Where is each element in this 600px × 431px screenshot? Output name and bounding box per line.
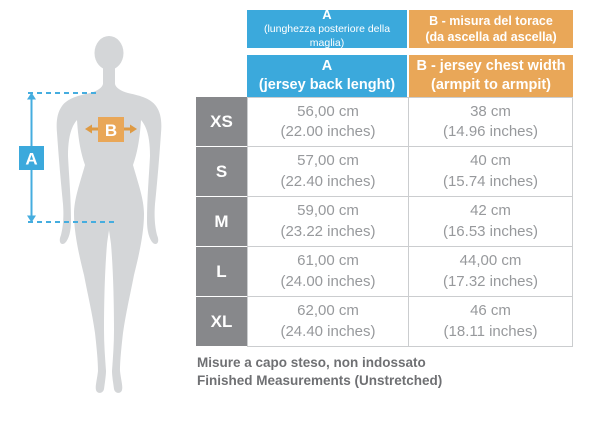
- a-value-xs-in: (22.00 inches): [280, 123, 376, 140]
- footer-note-italian: Misure a capo steso, non indossato: [197, 355, 426, 370]
- b-value-xl-in: (18.11 inches): [443, 322, 538, 340]
- b-value-m-cm: 42 cm: [470, 202, 511, 220]
- a-value-l-cm: 61,00 cm: [297, 252, 359, 270]
- header-b-english-title: B - jersey chest width: [416, 58, 566, 75]
- b-value-l: 44,00 cm (17.32 inches): [409, 247, 573, 297]
- header-b-english-desc: (armpit to armpit): [430, 77, 552, 93]
- footer-note: Misure a capo steso, non indossato Finis…: [197, 354, 442, 390]
- b-value-xs-cm: 38 cm: [470, 102, 511, 120]
- a-value-l-in: (24.00 inches): [280, 272, 376, 290]
- measurement-diagram: A B: [19, 36, 162, 393]
- size-label-m: M: [196, 197, 247, 247]
- b-value-xs-in: (14.96 inches): [442, 123, 539, 140]
- a-value-l: 61,00 cm (24.00 inches): [247, 247, 409, 297]
- b-value-s-cm: 40 cm: [470, 152, 511, 170]
- label-a-badge: [19, 146, 44, 170]
- a-value-xl: 62,00 cm (24.40 inches): [247, 297, 409, 347]
- a-value-s: 57,00 cm (22.40 inches): [247, 147, 409, 197]
- a-value-m-in: (23.22 inches): [280, 222, 376, 240]
- b-value-xs: 38 cm (14.96 inches): [409, 97, 573, 147]
- header-gap: [196, 48, 573, 55]
- a-value-xs-cm: 56,00 cm: [297, 102, 359, 120]
- header-a-italian-letter: A: [322, 7, 332, 23]
- length-arrowhead-bottom-icon: [27, 215, 36, 223]
- size-table: A (lunghezza posteriore della maglia) B …: [196, 7, 573, 347]
- header-b-italian: B - misura del torace (da ascella ad asc…: [409, 10, 573, 48]
- width-arrowhead-left-icon: [85, 124, 92, 134]
- b-value-l-cm: 44,00 cm: [459, 252, 522, 270]
- b-value-s-in: (15.74 inches): [442, 172, 539, 190]
- label-b-text: B: [105, 121, 117, 140]
- b-value-xl-cm: 46 cm: [470, 302, 511, 320]
- header-a-english-letter: A: [321, 58, 333, 75]
- body-silhouette: [56, 36, 162, 393]
- a-value-m-cm: 59,00 cm: [297, 202, 359, 220]
- table-corner-spacer: [196, 10, 247, 48]
- b-value-l-in: (17.32 inches): [442, 272, 539, 290]
- a-value-xl-in: (24.40 inches): [280, 322, 376, 340]
- a-value-s-cm: 57,00 cm: [297, 152, 359, 170]
- a-value-xs: 56,00 cm (22.00 inches): [247, 97, 409, 147]
- width-arrowhead-right-icon: [130, 124, 137, 134]
- table-corner-spacer: [196, 55, 247, 97]
- b-value-s: 40 cm (15.74 inches): [409, 147, 573, 197]
- b-value-m: 42 cm (16.53 inches): [409, 197, 573, 247]
- header-b-italian-title: B - misura del torace: [429, 13, 553, 28]
- label-b-badge: [98, 117, 124, 142]
- header-a-italian-desc: (lunghezza posteriore della maglia): [263, 23, 391, 50]
- header-a-italian: A (lunghezza posteriore della maglia): [247, 7, 409, 50]
- b-value-xl: 46 cm (18.11 inches): [409, 297, 573, 347]
- label-a-text: A: [25, 150, 37, 169]
- footer-note-english: Finished Measurements (Unstretched): [197, 373, 443, 389]
- b-value-m-in: (16.53 inches): [442, 222, 539, 240]
- size-label-l: L: [196, 247, 247, 297]
- size-label-xl: XL: [196, 297, 247, 347]
- size-label-xs: XS: [196, 97, 247, 147]
- a-value-m: 59,00 cm (23.22 inches): [247, 197, 409, 247]
- header-b-italian-desc: (da ascella ad ascella): [425, 30, 557, 44]
- header-a-english: A (jersey back lenght): [247, 55, 409, 97]
- header-b-english: B - jersey chest width (armpit to armpit…: [409, 55, 573, 97]
- size-label-s: S: [196, 147, 247, 197]
- a-value-xl-cm: 62,00 cm: [297, 302, 359, 320]
- length-arrowhead-top-icon: [27, 92, 36, 100]
- a-value-s-in: (22.40 inches): [280, 172, 376, 190]
- header-a-english-desc: (jersey back lenght): [258, 77, 396, 93]
